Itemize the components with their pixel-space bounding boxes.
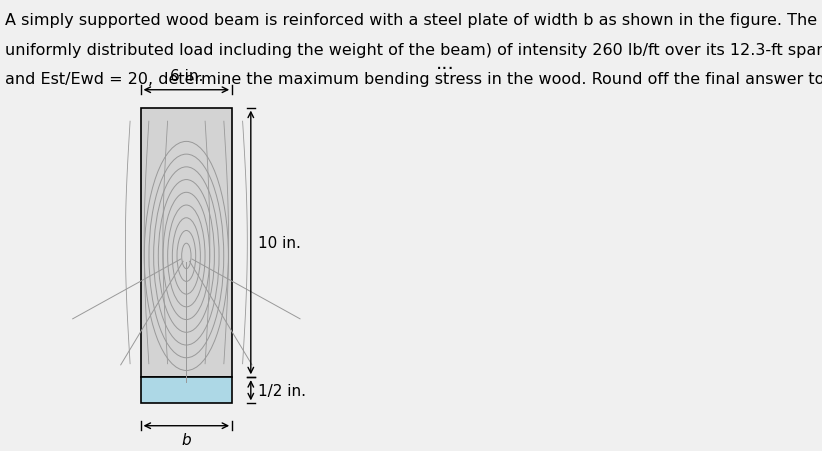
Text: 1/2 in.: 1/2 in. — [258, 383, 306, 398]
Text: 10 in.: 10 in. — [258, 235, 301, 250]
Text: A simply supported wood beam is reinforced with a steel plate of width b as show: A simply supported wood beam is reinforc… — [5, 14, 822, 28]
Bar — [141, 108, 232, 377]
Text: 6 in.: 6 in. — [169, 69, 203, 84]
Text: uniformly distributed load including the weight of the beam) of intensity 260 lb: uniformly distributed load including the… — [5, 42, 822, 58]
Text: and Est/Ewd = 20, determine the maximum bending stress in the wood. Round off th: and Est/Ewd = 20, determine the maximum … — [5, 72, 822, 87]
Text: ...: ... — [436, 54, 455, 73]
Text: b: b — [182, 433, 192, 447]
Bar — [141, 377, 232, 403]
